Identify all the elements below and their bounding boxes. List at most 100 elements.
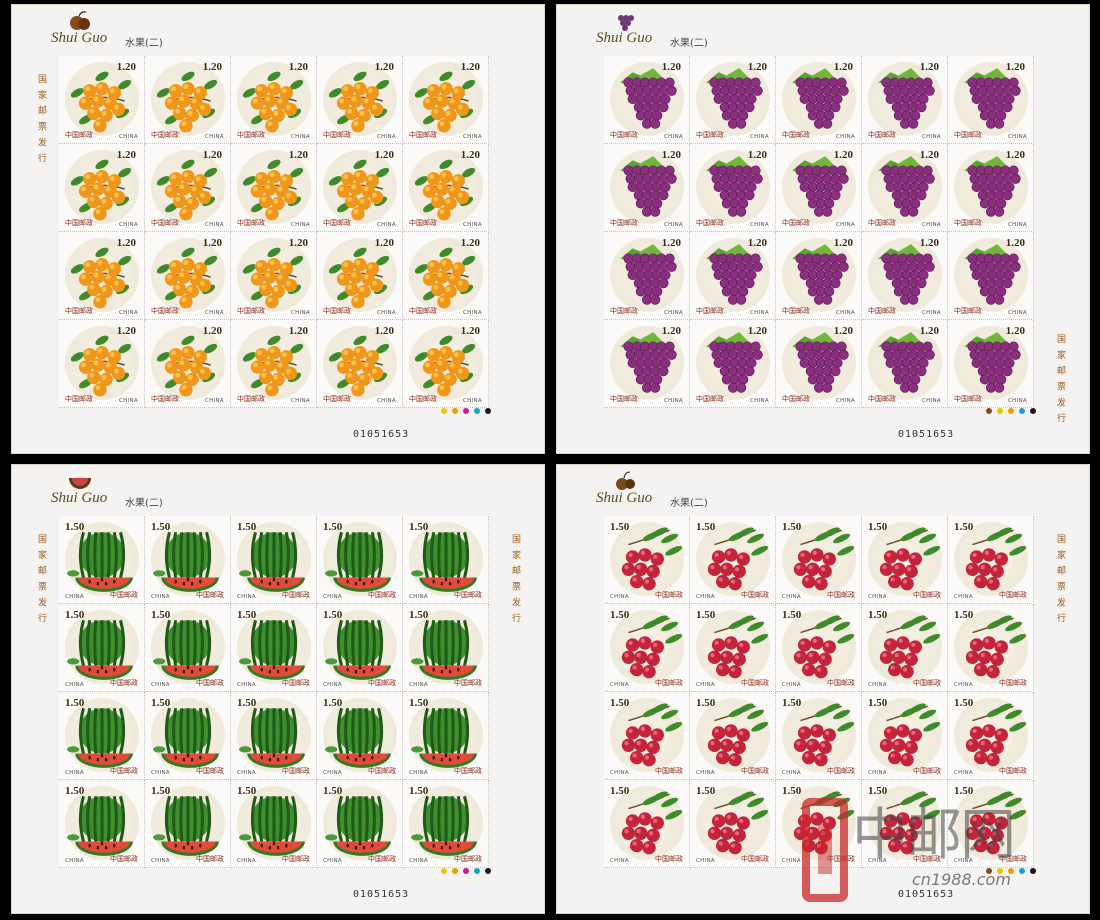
stamp-country: CHINA bbox=[205, 222, 224, 228]
lychee-illustration-icon bbox=[879, 615, 941, 679]
stamp-watermelon: 1.50 中国邮政 CHINA bbox=[59, 780, 145, 868]
stamp-post-inscription: 中国邮政 bbox=[282, 679, 310, 687]
sheet-serial-number: 01051653 bbox=[353, 889, 410, 900]
stamp-watermelon: 1.50 中国邮政 CHINA bbox=[317, 604, 403, 692]
stamp-country: CHINA bbox=[237, 594, 256, 600]
stamp-denomination: 1.20 bbox=[460, 237, 480, 249]
stamp-apricot: 1.20 中国邮政 CHINA bbox=[403, 56, 489, 144]
stamp-grape: 1.20 中国邮政 CHINA bbox=[862, 56, 948, 144]
sheet-subtitle: 水果(二) bbox=[670, 38, 708, 49]
stamp-country: CHINA bbox=[954, 858, 973, 864]
stamp-country: CHINA bbox=[922, 222, 941, 228]
stamp-country: CHINA bbox=[205, 398, 224, 404]
stamp-apricot: 1.20 中国邮政 CHINA bbox=[403, 144, 489, 232]
stamp-denomination: 1.20 bbox=[747, 61, 767, 73]
stamp-lychee: 1.50 中国邮政 CHINA bbox=[604, 604, 690, 692]
stamp-grape: 1.20 中国邮政 CHINA bbox=[604, 232, 690, 320]
stamp-sheet-grape: Shui Guo 水果(二) 国 家 邮 票 发 行 1.20 中国邮政 CHINA… bbox=[556, 4, 1090, 454]
stamp-grape: 1.20 中国邮政 CHINA bbox=[862, 320, 948, 408]
stamp-country: CHINA bbox=[1008, 398, 1027, 404]
stamp-post-inscription: 中国邮政 bbox=[868, 395, 896, 403]
stamp-post-inscription: 中国邮政 bbox=[409, 131, 437, 139]
stamp-country: CHINA bbox=[323, 770, 342, 776]
stamp-grape: 1.20 中国邮政 CHINA bbox=[948, 56, 1034, 144]
stamp-post-inscription: 中国邮政 bbox=[610, 219, 638, 227]
stamp-watermelon: 1.50 中国邮政 CHINA bbox=[317, 780, 403, 868]
stamp-post-inscription: 中国邮政 bbox=[868, 131, 896, 139]
stamp-denomination: 1.20 bbox=[288, 61, 308, 73]
grape-illustration-icon bbox=[620, 156, 677, 217]
stamp-country: CHINA bbox=[868, 594, 887, 600]
stamp-country: CHINA bbox=[922, 134, 941, 140]
watermelon-illustration-icon bbox=[67, 531, 133, 592]
stamp-post-inscription: 中国邮政 bbox=[782, 131, 810, 139]
color-dot bbox=[463, 868, 469, 874]
stamp-lychee: 1.50 中国邮政 CHINA bbox=[776, 604, 862, 692]
stamp-country: CHINA bbox=[1008, 222, 1027, 228]
stamp-post-inscription: 中国邮政 bbox=[454, 855, 482, 863]
color-dot bbox=[986, 868, 992, 874]
stamp-post-inscription: 中国邮政 bbox=[782, 219, 810, 227]
stamp-denomination: 1.20 bbox=[202, 325, 222, 337]
stamp-country: CHINA bbox=[409, 594, 428, 600]
lychee-illustration-icon bbox=[965, 703, 1027, 767]
sheet-title: Shui Guo bbox=[596, 490, 653, 506]
stamp-country: CHINA bbox=[610, 594, 629, 600]
stamp-post-inscription: 中国邮政 bbox=[237, 395, 265, 403]
stamp-denomination: 1.50 bbox=[237, 785, 257, 797]
sheet-serial-number: 01051653 bbox=[353, 429, 410, 440]
stamp-post-inscription: 中国邮政 bbox=[409, 219, 437, 227]
watermelon-illustration-icon bbox=[325, 707, 391, 768]
lychee-illustration-icon bbox=[707, 703, 769, 767]
stamp-post-inscription: 中国邮政 bbox=[913, 679, 941, 687]
stamp-post-inscription: 中国邮政 bbox=[696, 131, 724, 139]
stamp-country: CHINA bbox=[205, 310, 224, 316]
stamp-country: CHINA bbox=[237, 682, 256, 688]
stamp-denomination: 1.50 bbox=[151, 609, 171, 621]
lychee-illustration-icon bbox=[621, 615, 683, 679]
stamp-denomination: 1.20 bbox=[288, 237, 308, 249]
stamp-grape: 1.20 中国邮政 CHINA bbox=[690, 144, 776, 232]
stamp-denomination: 1.50 bbox=[409, 521, 429, 533]
stamp-country: CHINA bbox=[696, 682, 715, 688]
stamp-lychee: 1.50 中国邮政 CHINA bbox=[604, 692, 690, 780]
color-registration-dots bbox=[986, 408, 1036, 414]
sheet-header: Shui Guo 水果(二) bbox=[51, 470, 251, 509]
color-dot bbox=[1019, 868, 1025, 874]
stamp-post-inscription: 中国邮政 bbox=[368, 679, 396, 687]
stamp-grape: 1.20 中国邮政 CHINA bbox=[776, 232, 862, 320]
color-dot bbox=[452, 408, 458, 414]
stamp-post-inscription: 中国邮政 bbox=[110, 855, 138, 863]
color-registration-dots bbox=[441, 868, 491, 874]
stamp-post-inscription: 中国邮政 bbox=[65, 307, 93, 315]
stamp-post-inscription: 中国邮政 bbox=[196, 767, 224, 775]
stamp-lychee: 1.50 中国邮政 CHINA bbox=[862, 604, 948, 692]
watermelon-illustration-icon bbox=[67, 707, 133, 768]
stamp-post-inscription: 中国邮政 bbox=[237, 131, 265, 139]
stamp-denomination: 1.50 bbox=[782, 521, 802, 533]
grape-illustration-icon bbox=[792, 332, 849, 393]
stamp-country: CHINA bbox=[664, 134, 683, 140]
watermelon-illustration-icon bbox=[153, 707, 219, 768]
stamp-denomination: 1.20 bbox=[374, 149, 394, 161]
stamp-post-inscription: 中国邮政 bbox=[741, 591, 769, 599]
stamp-country: CHINA bbox=[836, 310, 855, 316]
stamp-post-inscription: 中国邮政 bbox=[954, 219, 982, 227]
stamp-denomination: 1.20 bbox=[661, 237, 681, 249]
grape-illustration-icon bbox=[878, 68, 935, 129]
stamp-post-inscription: 中国邮政 bbox=[282, 591, 310, 599]
stamp-country: CHINA bbox=[409, 682, 428, 688]
stamp-sheet-apricot: Shui Guo 水果(二) 国 家 邮 票 发 行 1.20 中国邮政 CHINA… bbox=[11, 4, 545, 454]
lychee-illustration-icon bbox=[965, 527, 1027, 591]
watermelon-illustration-icon bbox=[325, 531, 391, 592]
stamp-denomination: 1.20 bbox=[661, 61, 681, 73]
lychee-illustration-icon bbox=[621, 703, 683, 767]
sheet-header: Shui Guo 水果(二) bbox=[596, 10, 796, 49]
stamp-grape: 1.20 中国邮政 CHINA bbox=[690, 56, 776, 144]
apricot-illustration-icon bbox=[70, 71, 132, 133]
stamp-grape: 1.20 中国邮政 CHINA bbox=[776, 144, 862, 232]
lychee-illustration-icon bbox=[707, 615, 769, 679]
stamp-post-inscription: 中国邮政 bbox=[323, 307, 351, 315]
lychee-illustration-icon bbox=[879, 527, 941, 591]
stamp-apricot: 1.20 中国邮政 CHINA bbox=[145, 320, 231, 408]
